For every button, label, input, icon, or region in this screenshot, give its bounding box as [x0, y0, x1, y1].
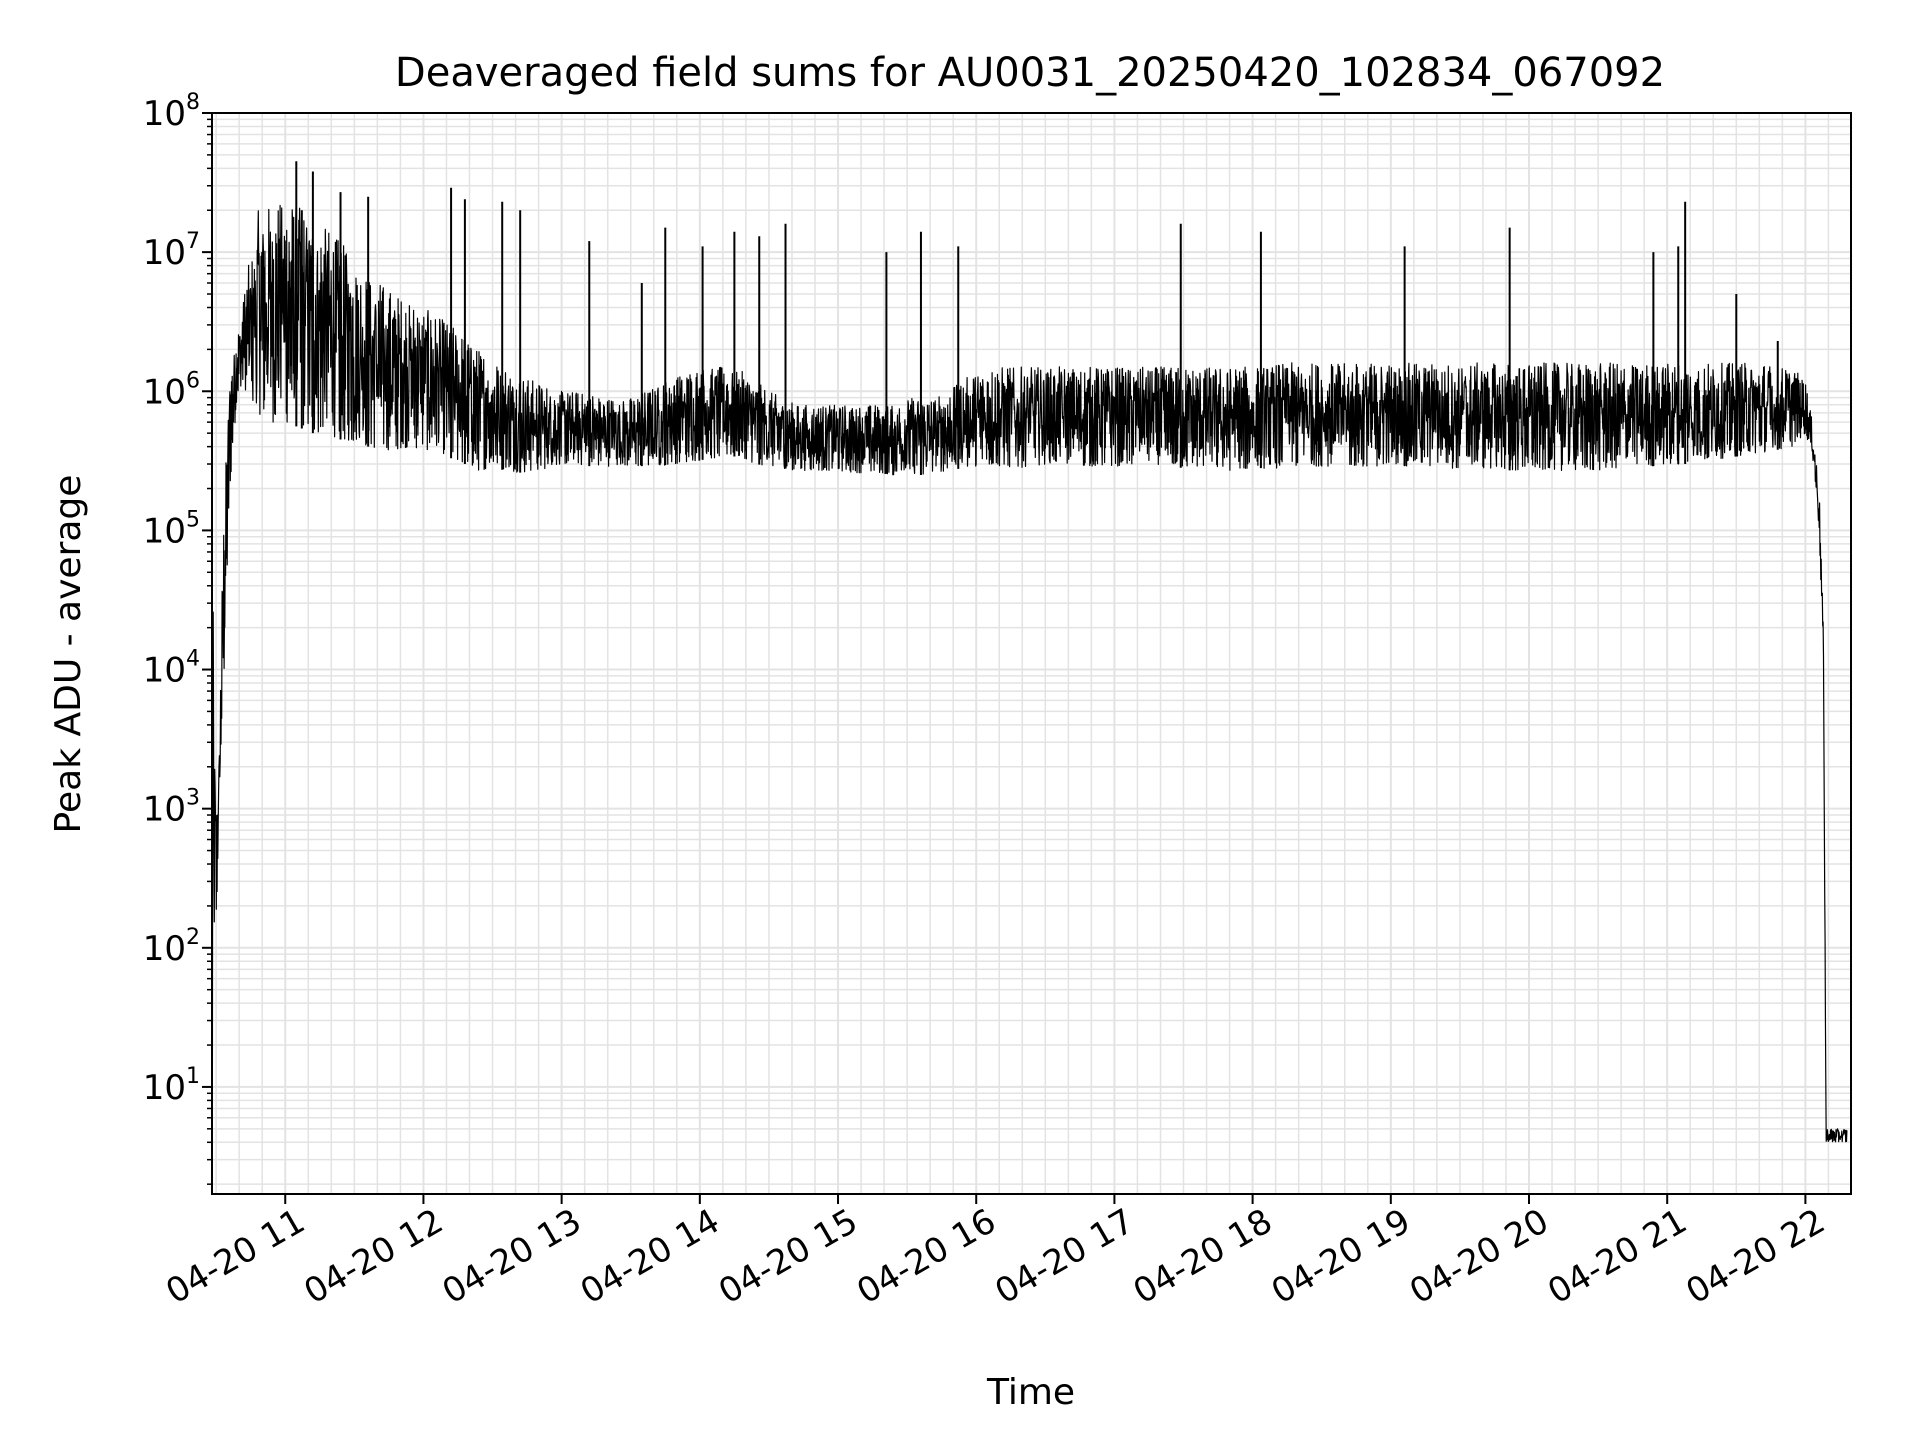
- x-axis-label: Time: [986, 1372, 1075, 1413]
- chart-title: Deaveraged field sums for AU0031_2025042…: [395, 50, 1665, 96]
- y-tick-label: 101: [143, 1064, 200, 1108]
- y-tick-label: 104: [143, 647, 200, 691]
- y-tick-label: 108: [143, 90, 200, 134]
- data-series: [211, 161, 1848, 1143]
- y-axis-ticks: 101 102 103 104 105 106 107 108: [143, 90, 212, 1185]
- y-tick-label: 105: [143, 507, 200, 551]
- plot-frame: [211, 112, 1852, 1195]
- y-tick-label: 103: [143, 786, 200, 830]
- y-axis-label: Peak ADU - average: [48, 475, 89, 834]
- y-tick-label: 102: [143, 925, 200, 969]
- y-tick-label: 107: [143, 229, 200, 273]
- y-tick-label: 106: [143, 368, 200, 412]
- series-line: [211, 204, 1848, 1143]
